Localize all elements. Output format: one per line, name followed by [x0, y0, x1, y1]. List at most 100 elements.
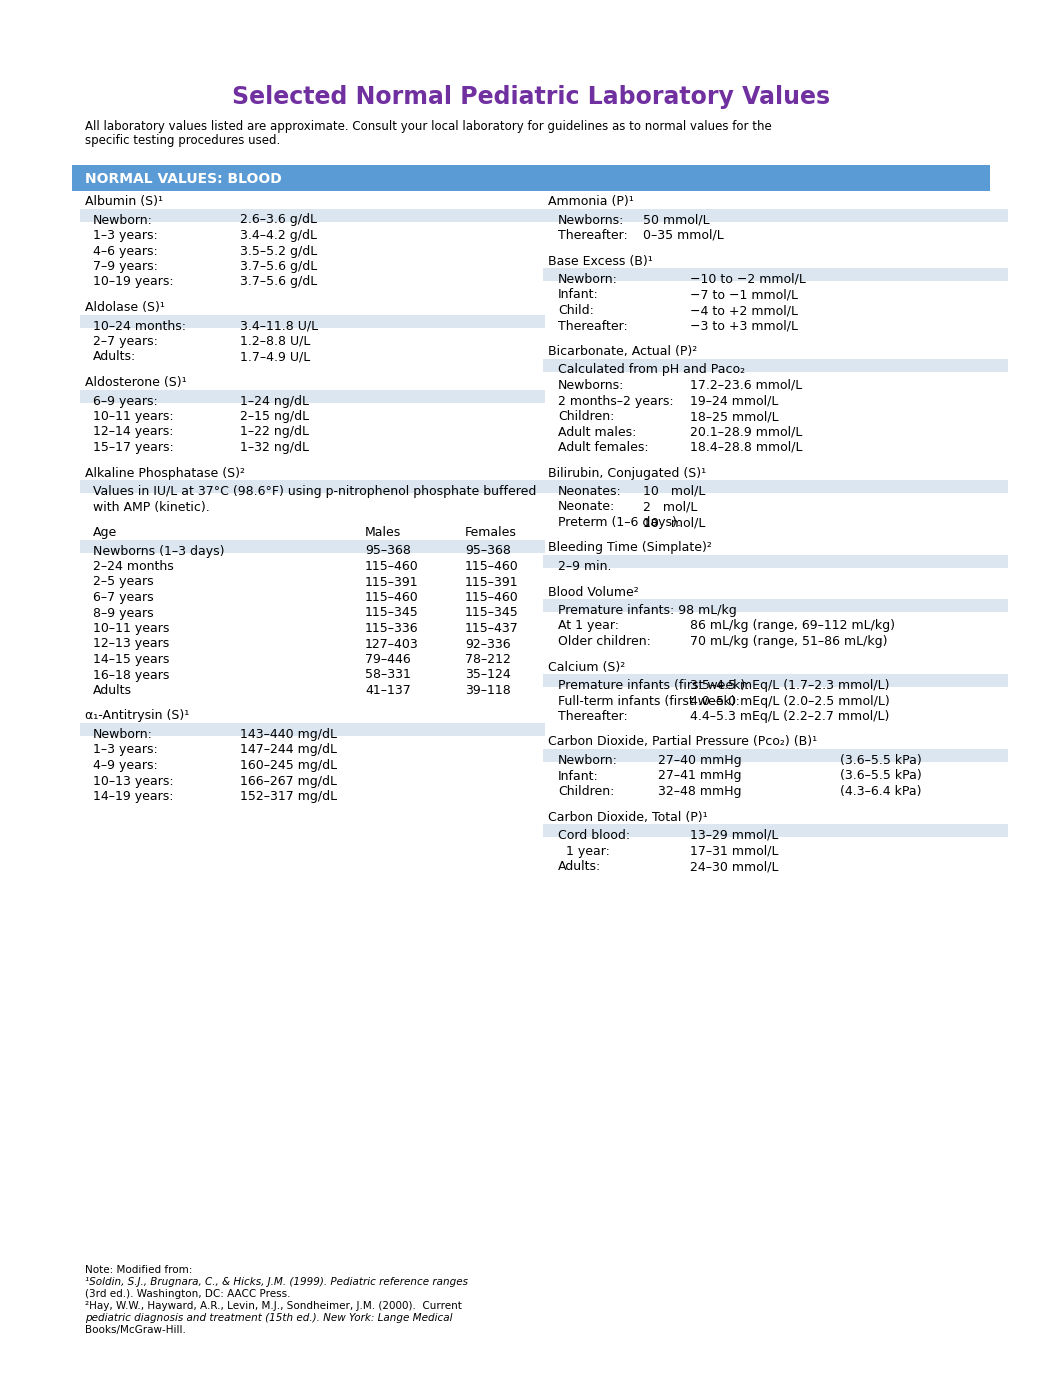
FancyBboxPatch shape: [543, 749, 1008, 761]
Text: 147–244 mg/dL: 147–244 mg/dL: [240, 744, 337, 756]
Text: Neonates:: Neonates:: [558, 485, 621, 498]
Text: 115–345: 115–345: [465, 606, 518, 620]
Text: Cord blood:: Cord blood:: [558, 829, 630, 841]
Text: 115–391: 115–391: [365, 576, 418, 588]
Text: 79–446: 79–446: [365, 653, 411, 666]
Text: 0–35 mmol/L: 0–35 mmol/L: [643, 229, 723, 242]
Text: 2–24 months: 2–24 months: [93, 560, 174, 573]
FancyBboxPatch shape: [543, 673, 1008, 687]
Text: 17–31 mmol/L: 17–31 mmol/L: [690, 844, 778, 858]
Text: NORMAL VALUES: BLOOD: NORMAL VALUES: BLOOD: [85, 172, 281, 186]
Text: 18–25 mmol/L: 18–25 mmol/L: [690, 410, 778, 423]
Text: Children:: Children:: [558, 785, 615, 799]
Text: 86 mL/kg (range, 69–112 mL/kg): 86 mL/kg (range, 69–112 mL/kg): [690, 620, 895, 632]
Text: 6–7 years: 6–7 years: [93, 591, 154, 605]
Text: 127–403: 127–403: [365, 638, 418, 650]
Text: 13–29 mmol/L: 13–29 mmol/L: [690, 829, 778, 841]
Text: 2   mol/L: 2 mol/L: [643, 500, 698, 514]
Text: 50 mmol/L: 50 mmol/L: [643, 213, 709, 226]
Text: Child:: Child:: [558, 304, 594, 317]
Text: 1–22 ng/dL: 1–22 ng/dL: [240, 425, 309, 438]
Text: 18.4–28.8 mmol/L: 18.4–28.8 mmol/L: [690, 441, 803, 454]
Text: Adult males:: Adult males:: [558, 425, 636, 438]
Text: 115–336: 115–336: [365, 622, 418, 635]
FancyBboxPatch shape: [80, 723, 545, 735]
FancyBboxPatch shape: [80, 208, 545, 222]
Text: Preterm (1–6 days):: Preterm (1–6 days):: [558, 516, 681, 529]
Text: 95–368: 95–368: [465, 544, 511, 558]
Text: Blood Volume²: Blood Volume²: [548, 585, 638, 599]
Text: Newborns (1–3 days): Newborns (1–3 days): [93, 544, 224, 558]
Text: ²Hay, W.W., Hayward, A.R., Levin, M.J., Sondheimer, J.M. (2000).  Current: ²Hay, W.W., Hayward, A.R., Levin, M.J., …: [85, 1301, 462, 1311]
Text: 3.5–4.5 mEq/L (1.7–2.3 mmol/L): 3.5–4.5 mEq/L (1.7–2.3 mmol/L): [690, 679, 890, 693]
Text: 8–9 years: 8–9 years: [93, 606, 154, 620]
FancyBboxPatch shape: [543, 555, 1008, 567]
Text: 14–19 years:: 14–19 years:: [93, 790, 173, 803]
Text: Adults: Adults: [93, 684, 132, 697]
Text: 1–24 ng/dL: 1–24 ng/dL: [240, 394, 309, 408]
Text: 39–118: 39–118: [465, 684, 511, 697]
Text: Note: Modified from:: Note: Modified from:: [85, 1265, 192, 1275]
Text: 1.2–8.8 U/L: 1.2–8.8 U/L: [240, 335, 310, 348]
Text: 4.4–5.3 mEq/L (2.2–2.7 mmol/L): 4.4–5.3 mEq/L (2.2–2.7 mmol/L): [690, 711, 889, 723]
Text: 95–368: 95–368: [365, 544, 411, 558]
Text: Thereafter:: Thereafter:: [558, 319, 628, 332]
Text: Adults:: Adults:: [558, 861, 601, 873]
Text: All laboratory values listed are approximate. Consult your local laboratory for : All laboratory values listed are approxi…: [85, 120, 772, 134]
Text: 10–11 years: 10–11 years: [93, 622, 169, 635]
Text: 32–48 mmHg: 32–48 mmHg: [658, 785, 741, 799]
Text: 115–460: 115–460: [365, 560, 418, 573]
Text: Males: Males: [365, 526, 401, 538]
Text: 3.4–4.2 g/dL: 3.4–4.2 g/dL: [240, 229, 316, 242]
Text: 20.1–28.9 mmol/L: 20.1–28.9 mmol/L: [690, 425, 803, 438]
Text: 115–460: 115–460: [465, 591, 518, 605]
Text: 14–15 years: 14–15 years: [93, 653, 169, 666]
Text: 27–40 mmHg: 27–40 mmHg: [658, 755, 741, 767]
FancyBboxPatch shape: [543, 481, 1008, 493]
Text: 1.7–4.9 U/L: 1.7–4.9 U/L: [240, 351, 310, 364]
Text: Adults:: Adults:: [93, 351, 136, 364]
Text: specific testing procedures used.: specific testing procedures used.: [85, 134, 280, 147]
Text: 3.4–11.8 U/L: 3.4–11.8 U/L: [240, 319, 319, 332]
Text: 115–391: 115–391: [465, 576, 518, 588]
Text: pediatric diagnosis and treatment (15th ed.). New York: Lange Medical: pediatric diagnosis and treatment (15th …: [85, 1314, 452, 1323]
Text: 15–17 years:: 15–17 years:: [93, 441, 174, 454]
Text: Premature infants (first week):: Premature infants (first week):: [558, 679, 750, 693]
Text: Older children:: Older children:: [558, 635, 651, 649]
Text: 92–336: 92–336: [465, 638, 511, 650]
Text: 24–30 mmol/L: 24–30 mmol/L: [690, 861, 778, 873]
Text: Newborns:: Newborns:: [558, 379, 624, 392]
Text: 2.6–3.6 g/dL: 2.6–3.6 g/dL: [240, 213, 316, 226]
Text: 10–13 years:: 10–13 years:: [93, 774, 173, 788]
Text: 4–6 years:: 4–6 years:: [93, 245, 158, 257]
Text: Carbon Dioxide, Total (P)¹: Carbon Dioxide, Total (P)¹: [548, 811, 707, 823]
Text: Neonate:: Neonate:: [558, 500, 615, 514]
Text: Newborn:: Newborn:: [93, 728, 153, 741]
Text: 27–41 mmHg: 27–41 mmHg: [658, 770, 741, 782]
Text: 143–440 mg/dL: 143–440 mg/dL: [240, 728, 337, 741]
Text: 6–9 years:: 6–9 years:: [93, 394, 158, 408]
Text: Thereafter:: Thereafter:: [558, 711, 628, 723]
Text: Age: Age: [93, 526, 117, 538]
Text: Bilirubin, Conjugated (S)¹: Bilirubin, Conjugated (S)¹: [548, 467, 706, 479]
Text: 19–24 mmol/L: 19–24 mmol/L: [690, 394, 778, 408]
Text: 35–124: 35–124: [465, 668, 511, 682]
Text: 4.0–5.0 mEq/L (2.0–2.5 mmol/L): 4.0–5.0 mEq/L (2.0–2.5 mmol/L): [690, 694, 890, 708]
Text: 4–9 years:: 4–9 years:: [93, 759, 158, 772]
FancyBboxPatch shape: [543, 208, 1008, 222]
Text: Infant:: Infant:: [558, 770, 599, 782]
Text: 115–460: 115–460: [365, 591, 418, 605]
Text: Albumin (S)¹: Albumin (S)¹: [85, 196, 162, 208]
Text: (3.6–5.5 kPa): (3.6–5.5 kPa): [840, 755, 922, 767]
Text: Ammonia (P)¹: Ammonia (P)¹: [548, 196, 634, 208]
Text: 2–5 years: 2–5 years: [93, 576, 154, 588]
Text: with AMP (kinetic).: with AMP (kinetic).: [93, 500, 210, 514]
Text: −3 to +3 mmol/L: −3 to +3 mmol/L: [690, 319, 798, 332]
Text: Selected Normal Pediatric Laboratory Values: Selected Normal Pediatric Laboratory Val…: [232, 85, 830, 109]
Text: −4 to +2 mmol/L: −4 to +2 mmol/L: [690, 304, 798, 317]
Text: 2 months–2 years:: 2 months–2 years:: [558, 394, 673, 408]
FancyBboxPatch shape: [543, 599, 1008, 611]
Text: 3.7–5.6 g/dL: 3.7–5.6 g/dL: [240, 260, 318, 273]
Text: (4.3–6.4 kPa): (4.3–6.4 kPa): [840, 785, 922, 799]
Text: 115–345: 115–345: [365, 606, 418, 620]
